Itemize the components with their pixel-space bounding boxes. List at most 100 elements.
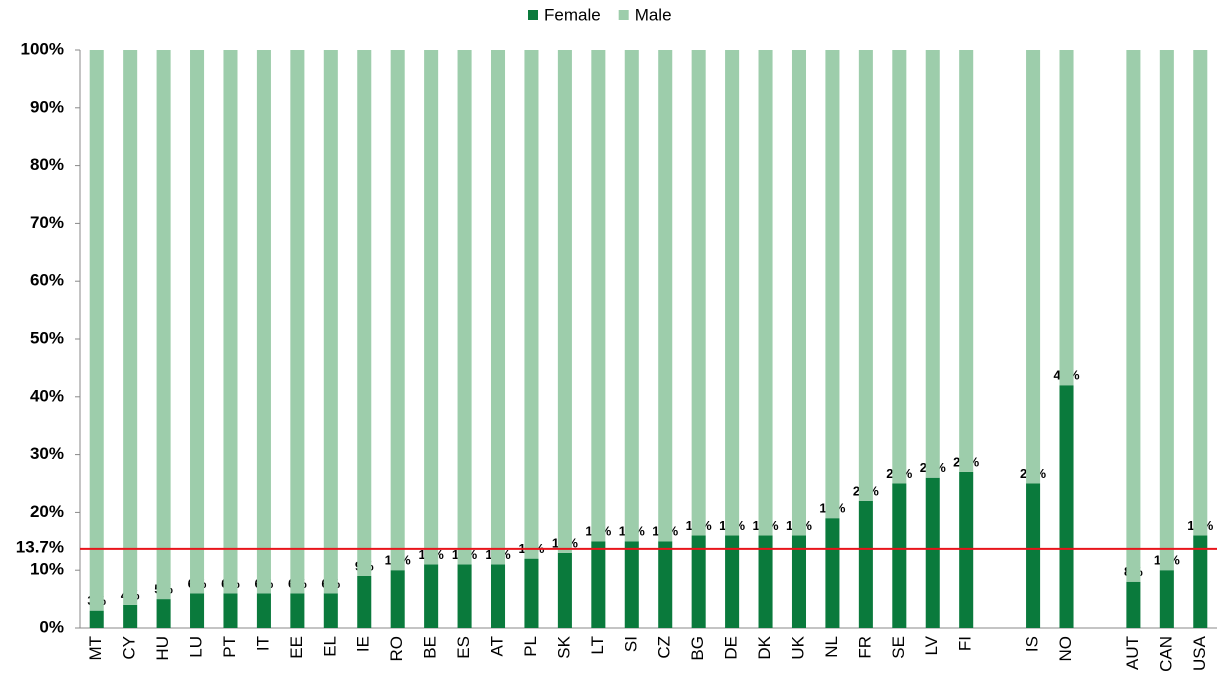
bar-segment <box>1193 535 1208 628</box>
bar-segment <box>323 593 338 628</box>
y-tick-label: 60% <box>30 271 64 290</box>
x-tick-label: HU <box>153 636 172 661</box>
bar-segment <box>290 50 305 594</box>
x-tick-label: USA <box>1190 635 1209 671</box>
bar-segment <box>223 50 238 594</box>
legend-label: Female <box>544 5 601 24</box>
y-tick-label: 20% <box>30 502 64 521</box>
y-tick-label: 90% <box>30 97 64 116</box>
bar-segment <box>1059 50 1074 386</box>
bar-segment <box>357 50 372 576</box>
bar-segment <box>557 50 572 553</box>
bar-segment <box>858 500 873 628</box>
bar-segment <box>256 50 271 594</box>
y-tick-label: 100% <box>21 39 64 58</box>
bar-segment <box>725 535 740 628</box>
bar-segment <box>390 570 405 628</box>
bar-segment <box>424 50 439 565</box>
bar-segment <box>190 593 205 628</box>
bar-segment <box>758 50 773 536</box>
x-tick-label: SK <box>554 635 573 658</box>
x-tick-label: IE <box>354 636 373 652</box>
x-tick-label: UK <box>788 635 807 659</box>
y-tick-label: 40% <box>30 386 64 405</box>
bar-segment <box>490 50 506 565</box>
bar-segment <box>725 50 740 536</box>
bar-segment <box>858 50 873 501</box>
bar-segment <box>256 593 271 628</box>
x-tick-label: BG <box>688 636 707 661</box>
x-tick-label: PL <box>521 636 540 657</box>
x-tick-label: FI <box>956 636 975 651</box>
bar-segment <box>190 50 205 594</box>
x-tick-label: IT <box>253 636 272 651</box>
x-tick-label: DE <box>722 636 741 660</box>
y-tick-label: 0% <box>39 617 64 636</box>
bar-segment <box>1126 581 1141 628</box>
bar-segment <box>156 599 171 628</box>
legend-label: Male <box>635 5 672 24</box>
bar-segment <box>156 50 171 600</box>
y-tick-label: 10% <box>30 560 64 579</box>
bar-segment <box>457 50 472 565</box>
x-tick-label: NO <box>1056 636 1075 662</box>
x-tick-label: LV <box>922 635 941 655</box>
y-tick-label: 50% <box>30 328 64 347</box>
x-tick-label: SI <box>621 636 640 652</box>
bar-segment <box>1026 483 1041 628</box>
bar-segment <box>691 535 706 628</box>
x-tick-label: FR <box>855 636 874 659</box>
bar-segment <box>323 50 338 594</box>
bar-segment <box>123 50 138 605</box>
x-tick-label: NL <box>822 636 841 658</box>
x-tick-label: LU <box>187 636 206 658</box>
bar-segment <box>223 593 238 628</box>
x-tick-label: BE <box>421 636 440 659</box>
bar-segment <box>658 541 673 628</box>
x-tick-label: AT <box>487 636 506 656</box>
bar-segment <box>1159 570 1174 628</box>
bar-segment <box>925 477 940 628</box>
bar-segment <box>658 50 673 542</box>
legend-swatch <box>528 10 538 20</box>
bar-segment <box>1159 50 1174 571</box>
bar-segment <box>959 471 974 628</box>
bar-segment <box>424 564 439 628</box>
bar-segment <box>490 564 506 628</box>
bar-segment <box>925 50 940 478</box>
x-tick-label: IS <box>1023 636 1042 652</box>
bar-segment <box>892 483 907 628</box>
x-tick-label: CZ <box>655 636 674 659</box>
bar-segment <box>524 50 539 559</box>
bar-segment <box>89 610 104 628</box>
bar-segment <box>825 518 840 628</box>
x-tick-label: MT <box>86 636 105 661</box>
y-tick-label: 70% <box>30 213 64 232</box>
x-tick-label: CAN <box>1156 636 1175 672</box>
bar-segment <box>791 50 807 536</box>
bar-segment <box>1026 50 1041 484</box>
x-tick-label: EE <box>287 636 306 659</box>
bar-segment <box>758 535 773 628</box>
bar-segment <box>959 50 974 472</box>
x-tick-label: PT <box>220 636 239 658</box>
bar-segment <box>89 50 104 611</box>
reference-label: 13.7% <box>16 537 64 556</box>
x-tick-label: EL <box>320 636 339 657</box>
bar-segment <box>123 604 138 628</box>
x-tick-label: ES <box>454 636 473 659</box>
x-tick-label: CY <box>120 636 139 660</box>
bar-segment <box>691 50 706 536</box>
bar-segment <box>1059 385 1074 628</box>
bar-segment <box>1126 50 1141 582</box>
bar-segment <box>457 564 472 628</box>
bar-segment <box>892 50 907 484</box>
bar-segment <box>791 535 807 628</box>
x-tick-label: SE <box>889 636 908 659</box>
x-tick-label: DK <box>755 635 774 659</box>
bar-segment <box>357 575 372 628</box>
x-tick-label: RO <box>387 636 406 662</box>
bar-segment <box>825 50 840 519</box>
bar-segment <box>390 50 405 571</box>
